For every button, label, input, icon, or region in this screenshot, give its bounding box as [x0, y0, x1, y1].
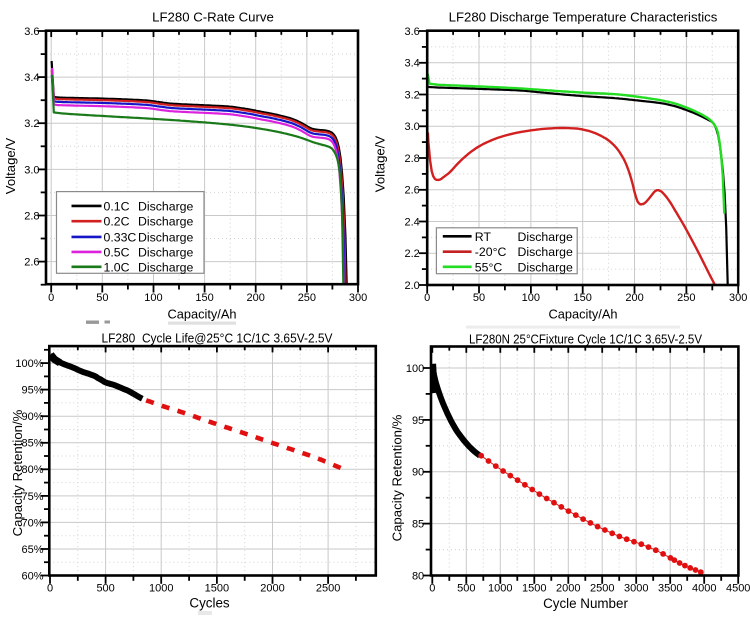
svg-text:200: 200	[625, 292, 643, 304]
svg-text:95%: 95%	[21, 385, 43, 397]
svg-text:2.8: 2.8	[405, 153, 420, 165]
svg-text:150: 150	[574, 292, 592, 304]
svg-text:-20°C: -20°C	[475, 245, 507, 259]
svg-text:0.2C: 0.2C	[104, 215, 130, 229]
svg-text:Discharge: Discharge	[138, 230, 194, 244]
svg-text:0: 0	[424, 292, 430, 304]
svg-text:Discharge: Discharge	[518, 245, 574, 259]
svg-text:300: 300	[349, 292, 367, 304]
svg-text:100: 100	[522, 292, 540, 304]
svg-text:3.0: 3.0	[24, 164, 39, 176]
svg-text:4000: 4000	[692, 583, 716, 595]
svg-text:100%: 100%	[15, 358, 43, 370]
svg-text:500: 500	[457, 583, 475, 595]
svg-text:2500: 2500	[316, 583, 340, 595]
svg-text:3.2: 3.2	[24, 118, 39, 130]
svg-text:Cycle Number: Cycle Number	[543, 596, 628, 611]
svg-text:0: 0	[429, 583, 435, 595]
svg-text:85: 85	[412, 519, 424, 531]
svg-text:Capacity/Ah: Capacity/Ah	[168, 307, 237, 322]
svg-text:2000: 2000	[260, 583, 284, 595]
svg-text:LF280 C-Rate Curve: LF280 C-Rate Curve	[152, 10, 274, 25]
svg-text:Discharge: Discharge	[138, 260, 194, 274]
svg-text:2.4: 2.4	[405, 216, 420, 228]
svg-text:Capacity Retention/%: Capacity Retention/%	[390, 414, 405, 541]
svg-text:2.6: 2.6	[24, 257, 39, 269]
svg-text:100: 100	[144, 292, 162, 304]
svg-text:3.6: 3.6	[24, 26, 39, 38]
svg-text:250: 250	[298, 292, 316, 304]
svg-text:4500: 4500	[726, 583, 750, 595]
svg-text:3.2: 3.2	[405, 89, 420, 101]
svg-text:Capacity/Ah: Capacity/Ah	[549, 307, 618, 322]
svg-text:3.6: 3.6	[405, 26, 420, 38]
svg-text:0.1C: 0.1C	[104, 199, 130, 213]
svg-text:50: 50	[473, 292, 485, 304]
svg-text:RT: RT	[475, 230, 492, 244]
svg-text:Discharge: Discharge	[138, 245, 194, 259]
svg-text:200: 200	[247, 292, 265, 304]
svg-text:95: 95	[412, 415, 424, 427]
svg-text:65%: 65%	[21, 544, 43, 556]
svg-text:150: 150	[195, 292, 213, 304]
svg-text:2500: 2500	[590, 583, 614, 595]
svg-text:Voltage/V: Voltage/V	[373, 136, 388, 193]
svg-text:100: 100	[406, 363, 424, 375]
svg-text:2.6: 2.6	[405, 185, 420, 197]
svg-text:3500: 3500	[658, 583, 682, 595]
svg-text:250: 250	[677, 292, 695, 304]
svg-text:90%: 90%	[21, 411, 43, 423]
svg-text:LF280 Cycle Life@25°C 1C/1C 3: LF280 Cycle Life@25°C 1C/1C 3.65V-2.5V	[102, 331, 333, 346]
svg-text:3.4: 3.4	[24, 72, 39, 84]
svg-text:90: 90	[412, 467, 424, 479]
svg-text:LF280N 25°CFixture Cycle 1C/1C: LF280N 25°CFixture Cycle 1C/1C 3.65V-2.5…	[469, 332, 702, 347]
svg-text:2000: 2000	[556, 583, 580, 595]
svg-text:1000: 1000	[149, 583, 173, 595]
svg-text:2.2: 2.2	[405, 248, 420, 260]
svg-text:500: 500	[96, 583, 114, 595]
svg-text:75%: 75%	[21, 491, 43, 503]
svg-text:3000: 3000	[624, 583, 648, 595]
svg-text:1000: 1000	[488, 583, 512, 595]
svg-text:1500: 1500	[205, 583, 229, 595]
svg-text:Capacity Retention/%: Capacity Retention/%	[10, 409, 25, 536]
svg-text:0: 0	[48, 292, 54, 304]
svg-text:80%: 80%	[21, 464, 43, 476]
svg-text:3.0: 3.0	[405, 121, 420, 133]
svg-text:80: 80	[412, 570, 424, 582]
svg-text:300: 300	[729, 292, 747, 304]
svg-text:Discharge: Discharge	[518, 260, 574, 274]
svg-text:0: 0	[47, 583, 53, 595]
svg-text:Voltage/V: Voltage/V	[3, 138, 18, 195]
svg-text:55°C: 55°C	[475, 260, 503, 274]
svg-text:1.0C: 1.0C	[104, 260, 130, 274]
svg-text:Discharge: Discharge	[518, 230, 574, 244]
svg-text:70%: 70%	[21, 517, 43, 529]
svg-text:Discharge: Discharge	[138, 215, 194, 229]
svg-text:3.4: 3.4	[405, 58, 420, 70]
svg-text:0.5C: 0.5C	[104, 245, 130, 259]
svg-text:1500: 1500	[522, 583, 546, 595]
svg-text:85%: 85%	[21, 438, 43, 450]
svg-text:60%: 60%	[21, 570, 43, 582]
svg-text:2.0: 2.0	[405, 280, 420, 292]
svg-text:Discharge: Discharge	[138, 199, 194, 213]
svg-text:50: 50	[96, 292, 108, 304]
svg-text:Cycles: Cycles	[189, 596, 229, 611]
svg-text:LF280 Discharge Temperature Ch: LF280 Discharge Temperature Characterist…	[449, 10, 718, 25]
svg-text:0.33C: 0.33C	[104, 230, 137, 244]
svg-text:2.8: 2.8	[24, 210, 39, 222]
